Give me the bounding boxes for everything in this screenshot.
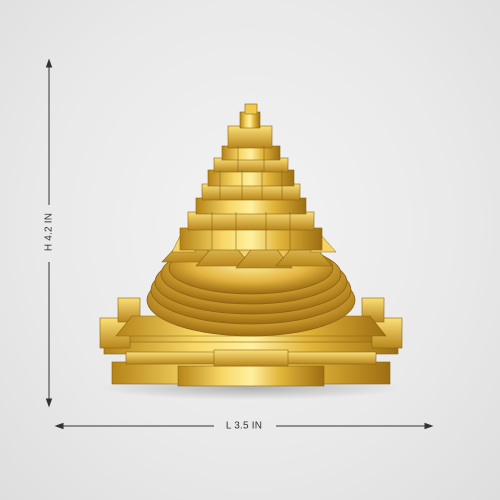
- block-tiers: [179, 111, 323, 251]
- length-dimension-line: [54, 422, 434, 430]
- length-dimension-label: L 3.5 IN: [225, 420, 263, 432]
- height-dimension-line: [45, 58, 53, 408]
- height-dimension-label: H 4.2 IN: [43, 212, 55, 252]
- pyramid-top-bindu: [244, 103, 258, 115]
